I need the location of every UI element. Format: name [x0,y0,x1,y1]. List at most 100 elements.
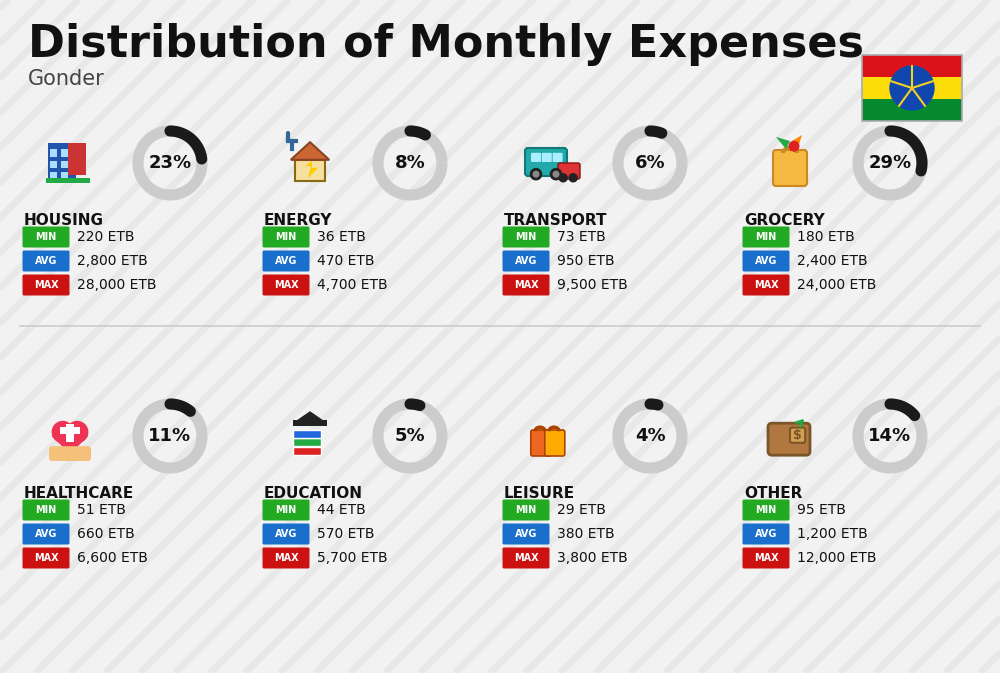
Text: 12,000 ETB: 12,000 ETB [797,551,876,565]
Text: 180 ETB: 180 ETB [797,230,855,244]
Text: AVG: AVG [755,529,777,539]
FancyBboxPatch shape [66,424,74,442]
Polygon shape [52,436,88,454]
FancyBboxPatch shape [262,499,310,520]
Circle shape [789,141,799,151]
Circle shape [890,66,934,110]
Text: Gonder: Gonder [28,69,105,89]
Text: 660 ETB: 660 ETB [77,527,135,541]
FancyBboxPatch shape [50,161,57,168]
Text: 4,700 ETB: 4,700 ETB [317,278,388,292]
Text: MIN: MIN [515,505,537,515]
FancyBboxPatch shape [553,153,563,162]
Text: MAX: MAX [754,280,778,290]
FancyBboxPatch shape [862,99,962,121]
Text: 4%: 4% [635,427,665,445]
FancyBboxPatch shape [503,275,550,295]
Text: MIN: MIN [35,505,57,515]
Text: 9,500 ETB: 9,500 ETB [557,278,628,292]
Polygon shape [296,411,324,421]
FancyBboxPatch shape [61,161,68,168]
Text: 51 ETB: 51 ETB [77,503,126,517]
Text: 5%: 5% [395,427,425,445]
Text: HOUSING: HOUSING [24,213,104,228]
Text: MIN: MIN [35,232,57,242]
Text: AVG: AVG [515,256,537,266]
Text: OTHER: OTHER [744,486,802,501]
FancyBboxPatch shape [545,430,565,456]
FancyBboxPatch shape [790,427,805,443]
Text: 29 ETB: 29 ETB [557,503,606,517]
Text: MIN: MIN [275,505,297,515]
Text: EDUCATION: EDUCATION [264,486,363,501]
FancyBboxPatch shape [503,250,550,271]
Text: MAX: MAX [274,553,298,563]
Text: 36 ETB: 36 ETB [317,230,366,244]
Text: AVG: AVG [35,256,57,266]
FancyBboxPatch shape [60,427,80,434]
Text: 14%: 14% [868,427,912,445]
Circle shape [550,169,562,180]
Polygon shape [291,142,329,160]
FancyBboxPatch shape [262,524,310,544]
FancyBboxPatch shape [262,227,310,248]
FancyBboxPatch shape [293,421,327,426]
Circle shape [553,172,559,177]
FancyBboxPatch shape [742,227,790,248]
Text: AVG: AVG [275,256,297,266]
FancyBboxPatch shape [525,148,567,176]
Text: 23%: 23% [148,154,192,172]
Text: 2,800 ETB: 2,800 ETB [77,254,148,268]
FancyBboxPatch shape [262,250,310,271]
FancyBboxPatch shape [503,548,550,569]
FancyBboxPatch shape [46,178,90,183]
Text: MIN: MIN [275,232,297,242]
Text: MAX: MAX [34,280,58,290]
Text: 1,200 ETB: 1,200 ETB [797,527,868,541]
Circle shape [66,421,88,444]
FancyBboxPatch shape [61,172,68,179]
Text: TRANSPORT: TRANSPORT [504,213,608,228]
FancyBboxPatch shape [742,548,790,569]
FancyBboxPatch shape [22,548,70,569]
FancyBboxPatch shape [22,250,70,271]
Text: 380 ETB: 380 ETB [557,527,615,541]
Text: 950 ETB: 950 ETB [557,254,615,268]
Circle shape [530,169,542,180]
Text: MIN: MIN [755,505,777,515]
FancyBboxPatch shape [293,447,321,455]
FancyBboxPatch shape [68,143,86,175]
FancyBboxPatch shape [531,430,551,456]
Text: 2,400 ETB: 2,400 ETB [797,254,868,268]
FancyBboxPatch shape [542,153,552,162]
FancyBboxPatch shape [22,227,70,248]
Polygon shape [776,137,790,149]
FancyBboxPatch shape [862,77,962,99]
Text: ENERGY: ENERGY [264,213,332,228]
FancyBboxPatch shape [503,524,550,544]
FancyBboxPatch shape [768,423,810,455]
Text: 5,700 ETB: 5,700 ETB [317,551,388,565]
FancyBboxPatch shape [49,446,91,461]
Polygon shape [295,160,325,181]
FancyBboxPatch shape [742,524,790,544]
Text: 73 ETB: 73 ETB [557,230,606,244]
FancyBboxPatch shape [262,548,310,569]
Text: AVG: AVG [35,529,57,539]
Text: GROCERY: GROCERY [744,213,825,228]
Text: LEISURE: LEISURE [504,486,575,501]
FancyBboxPatch shape [262,275,310,295]
FancyBboxPatch shape [50,149,57,157]
Text: MAX: MAX [514,553,538,563]
Text: 44 ETB: 44 ETB [317,503,366,517]
Text: MIN: MIN [755,232,777,242]
FancyBboxPatch shape [22,275,70,295]
Circle shape [52,421,74,444]
FancyBboxPatch shape [293,429,321,437]
Text: Distribution of Monthly Expenses: Distribution of Monthly Expenses [28,23,864,66]
FancyBboxPatch shape [862,55,962,77]
FancyBboxPatch shape [503,227,550,248]
FancyBboxPatch shape [61,149,68,157]
FancyBboxPatch shape [50,172,57,179]
Text: 470 ETB: 470 ETB [317,254,374,268]
